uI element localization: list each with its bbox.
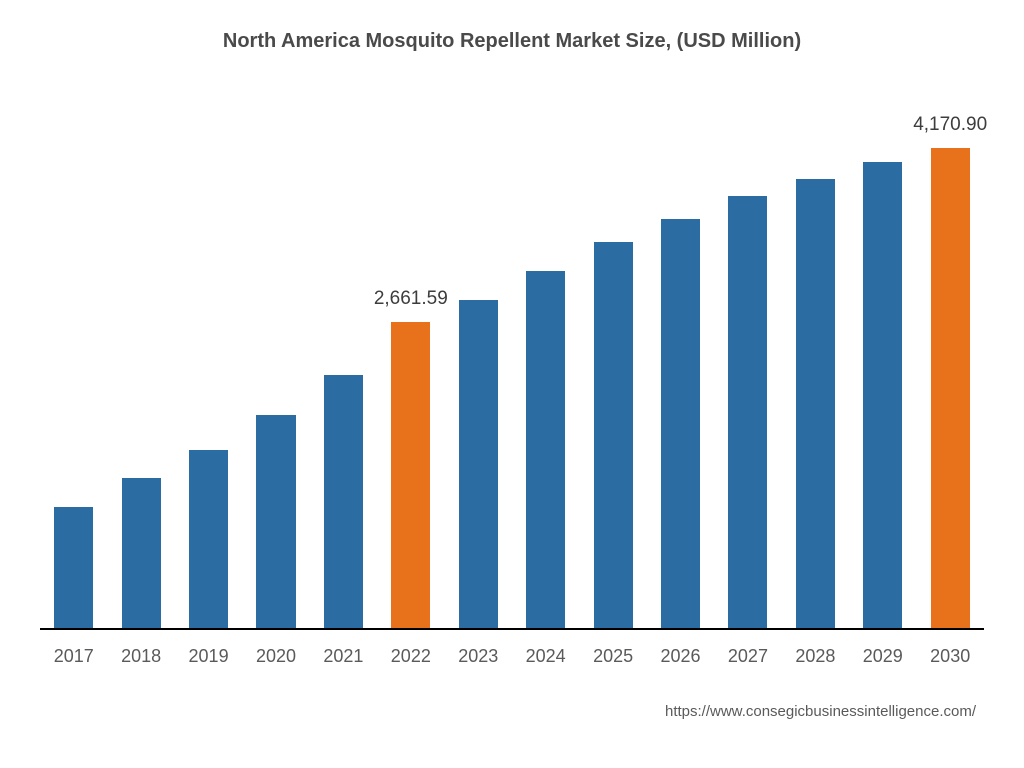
x-axis-label: 2021	[310, 646, 377, 667]
bar-wrap	[579, 108, 646, 628]
x-axis-label: 2023	[445, 646, 512, 667]
bar-wrap	[782, 108, 849, 628]
chart-container: North America Mosquito Repellent Market …	[0, 0, 1024, 768]
bar-wrap	[849, 108, 916, 628]
x-axis-label: 2028	[782, 646, 849, 667]
bar	[526, 271, 565, 628]
bar	[189, 450, 228, 628]
bar-wrap	[107, 108, 174, 628]
bar-wrap	[647, 108, 714, 628]
bar-wrap: 4,170.90	[916, 108, 983, 628]
chart-area: 2,661.59 4,170.90	[40, 110, 984, 630]
x-axis-label: 2022	[377, 646, 444, 667]
bar	[391, 322, 430, 628]
x-axis-label: 2019	[175, 646, 242, 667]
bar	[796, 179, 835, 628]
x-axis-label: 2029	[849, 646, 916, 667]
x-axis-label: 2020	[242, 646, 309, 667]
bar	[594, 242, 633, 628]
source-url: https://www.consegicbusinessintelligence…	[665, 703, 976, 720]
bar	[931, 148, 970, 628]
bar-wrap	[40, 108, 107, 628]
bar	[256, 415, 295, 628]
bar-wrap	[242, 108, 309, 628]
bar-wrap	[445, 108, 512, 628]
x-axis-label: 2025	[579, 646, 646, 667]
x-axis-labels: 2017201820192020202120222023202420252026…	[40, 646, 984, 667]
x-axis-label: 2026	[647, 646, 714, 667]
bar	[54, 507, 93, 628]
bar-wrap	[512, 108, 579, 628]
bar	[661, 219, 700, 628]
bar-wrap	[175, 108, 242, 628]
bar	[728, 196, 767, 628]
x-axis-label: 2027	[714, 646, 781, 667]
bar	[459, 300, 498, 628]
bar	[863, 162, 902, 628]
bars-group: 2,661.59 4,170.90	[40, 108, 984, 628]
x-axis-label: 2017	[40, 646, 107, 667]
bar-wrap: 2,661.59	[377, 108, 444, 628]
x-axis-label: 2024	[512, 646, 579, 667]
bar	[324, 375, 363, 628]
x-axis-label: 2018	[107, 646, 174, 667]
x-axis-line	[40, 628, 984, 630]
chart-title: North America Mosquito Repellent Market …	[0, 30, 1024, 53]
bar-value-label: 4,170.90	[913, 114, 987, 136]
bar-wrap	[310, 108, 377, 628]
bar-value-label: 2,661.59	[374, 288, 448, 310]
bar-wrap	[714, 108, 781, 628]
x-axis-label: 2030	[916, 646, 983, 667]
bar	[122, 478, 161, 628]
